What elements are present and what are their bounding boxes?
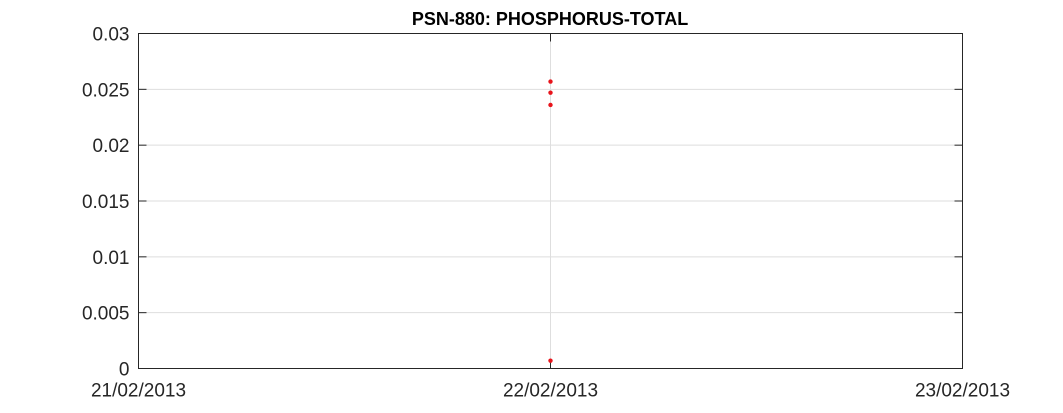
- y-tick-label: 0: [119, 360, 130, 381]
- x-tick-label: 22/02/2013: [503, 381, 598, 402]
- x-axis-tick-labels: 21/02/2013 22/02/2013 23/02/2013: [91, 381, 1010, 402]
- x-tick-label: 23/02/2013: [915, 381, 1010, 402]
- data-point: [548, 358, 553, 363]
- chart-title: PSN-880: PHOSPHORUS-TOTAL: [412, 9, 688, 29]
- y-tick-label: 0.025: [82, 80, 130, 101]
- y-tick-label: 0.01: [93, 248, 130, 269]
- grid: [138, 33, 963, 369]
- data-points: [548, 79, 553, 363]
- data-point: [548, 79, 553, 84]
- y-tick-label: 0.005: [82, 304, 130, 325]
- data-point: [548, 90, 553, 95]
- y-axis-tick-labels: 0 0.005 0.01 0.015 0.02 0.025 0.03: [82, 25, 130, 381]
- y-tick-label: 0.02: [93, 136, 130, 157]
- y-tick-label: 0.015: [82, 192, 130, 213]
- tick-marks: [138, 33, 963, 369]
- y-tick-label: 0.03: [93, 25, 130, 46]
- data-point: [548, 102, 553, 108]
- x-tick-label: 21/02/2013: [91, 381, 186, 402]
